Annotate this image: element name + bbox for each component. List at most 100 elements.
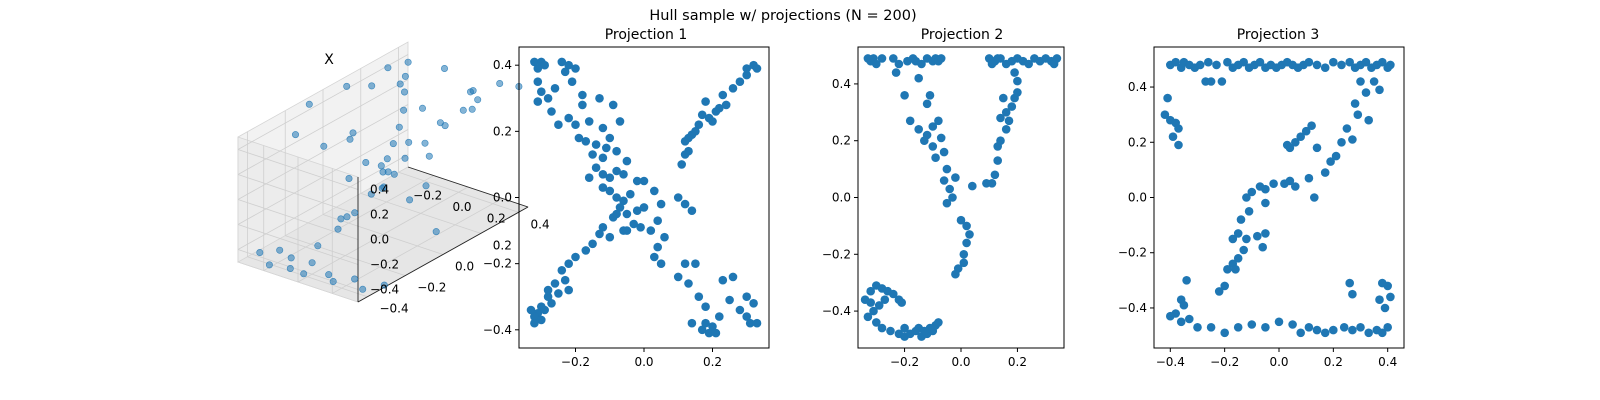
- p3-point: [1236, 215, 1246, 224]
- p3-point: [1220, 328, 1229, 338]
- chart-3d-point: [380, 281, 388, 289]
- p1-point: [550, 84, 560, 93]
- chart-3d-point: [379, 168, 387, 176]
- p3-point: [1386, 292, 1395, 302]
- p1-point: [687, 318, 697, 328]
- p1-point: [749, 299, 758, 308]
- p1-point: [557, 266, 567, 275]
- p1-point: [598, 123, 608, 133]
- chart-3d-point: [400, 106, 408, 114]
- p2-ytick-label: 0.0: [832, 191, 851, 205]
- p2-point: [987, 59, 997, 69]
- chart-3d-point: [380, 183, 388, 191]
- chart-p2-points: [860, 54, 1062, 341]
- p1-point: [711, 328, 721, 338]
- p3-point: [1320, 63, 1330, 72]
- p1-point: [684, 279, 693, 288]
- p3-point: [1242, 193, 1251, 202]
- chart-3d-point: [351, 209, 359, 217]
- chart-3d-gridline: [360, 193, 481, 234]
- p1-point: [745, 318, 755, 328]
- chart-3d-xtick-label: 0.2: [487, 211, 506, 225]
- p3-point: [1206, 323, 1216, 332]
- p3-point: [1337, 60, 1346, 70]
- figure-suptitle: Hull sample w/ projections (N = 200): [649, 8, 916, 24]
- p2-point: [959, 250, 969, 259]
- chart-3d-gridline: [237, 224, 359, 265]
- p3-point: [1326, 157, 1335, 166]
- chart-p3-title: Projection 3: [1237, 27, 1320, 43]
- p2-point: [939, 147, 949, 157]
- chart-3d-point: [389, 140, 397, 148]
- p1-point: [615, 117, 625, 126]
- p3-point: [1282, 140, 1292, 150]
- p2-point: [1013, 76, 1022, 86]
- p3-point: [1193, 323, 1202, 332]
- p1-ytick-label: 0.2: [493, 124, 512, 138]
- p2-point: [936, 54, 946, 63]
- chart-3d-gridline: [237, 149, 359, 190]
- p3-point: [1312, 60, 1322, 70]
- p2-point: [962, 238, 971, 248]
- p2-point: [1007, 102, 1017, 111]
- p1-point: [588, 150, 597, 159]
- p3-point: [1168, 132, 1178, 141]
- p2-point: [965, 230, 974, 239]
- p3-point: [1212, 60, 1221, 70]
- chart-3d-xaxis: [407, 166, 529, 208]
- p1-point: [629, 219, 638, 229]
- p1-point: [687, 206, 697, 215]
- p1-ytick-label: 0.4: [493, 58, 512, 72]
- chart-3d-point: [343, 82, 351, 90]
- chart-3d-gridline: [285, 235, 406, 276]
- chart-3d-point: [384, 64, 392, 72]
- p1-point: [701, 318, 710, 328]
- p1-ytick-label: −0.2: [483, 257, 512, 271]
- p2-point: [889, 54, 898, 63]
- p3-point: [1174, 140, 1183, 150]
- chart-3d-ytick-label: 0.4: [531, 217, 550, 231]
- chart-3d-point: [468, 105, 476, 113]
- chart-p1-title: Projection 1: [605, 27, 688, 43]
- p1-xtick-label: 0.2: [703, 355, 722, 369]
- chart-3d-point: [406, 196, 414, 204]
- p1-point: [646, 226, 656, 235]
- p3-point: [1255, 182, 1265, 191]
- p1-point: [752, 318, 762, 328]
- p3-point: [1291, 138, 1300, 147]
- p1-point: [650, 186, 659, 196]
- chart-3d-point: [325, 271, 333, 279]
- p1-point: [543, 285, 553, 295]
- chart-projection-3: Projection 3 −0.4 −0.2 0.0 0.2 0.4 −0.4 −0.2 0.…: [1118, 27, 1405, 369]
- p3-point: [1223, 57, 1232, 67]
- chart-3d-point: [343, 213, 351, 221]
- p3-xtick-label: 0.2: [1324, 355, 1343, 369]
- p1-point: [605, 232, 615, 242]
- p3-point: [1242, 234, 1251, 244]
- chart-p3-points: [1160, 57, 1395, 338]
- chart-3d-point: [346, 135, 354, 143]
- p3-point: [1176, 317, 1186, 327]
- p2-point: [1001, 125, 1011, 134]
- p3-xtick-label: −0.4: [1156, 355, 1185, 369]
- chart-3d-point: [291, 131, 299, 139]
- chart-3d-point: [334, 225, 342, 233]
- p3-point: [1301, 126, 1311, 136]
- p3-point: [1195, 60, 1205, 70]
- chart-3d-ytick-label: −0.2: [417, 281, 446, 295]
- p2-ytick-label: 0.4: [832, 77, 851, 91]
- p2-point: [905, 116, 915, 126]
- p3-point: [1375, 85, 1384, 95]
- p2-point: [931, 153, 940, 162]
- p3-point: [1179, 300, 1189, 310]
- p2-point: [996, 113, 1005, 123]
- p2-point: [939, 176, 949, 185]
- p2-xtick-label: 0.0: [951, 355, 970, 369]
- p1-point: [639, 203, 649, 212]
- p1-point: [537, 87, 546, 96]
- p3-point: [1296, 328, 1305, 338]
- p3-point: [1217, 77, 1227, 86]
- chart-p1-ticks: −0.2 0.0 0.2 −0.4 −0.2 0.0 0.2 0.4: [483, 58, 722, 369]
- p3-point: [1312, 325, 1322, 335]
- chart-3d-point: [305, 100, 313, 108]
